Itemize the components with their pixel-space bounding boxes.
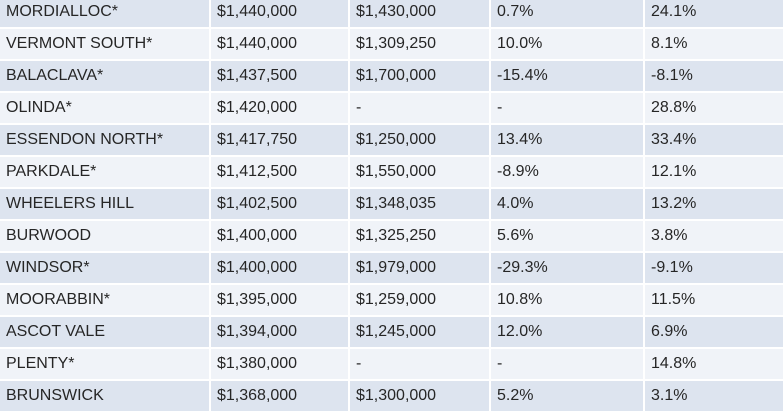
price-current-cell: $1,440,000 <box>210 0 350 29</box>
change-2-cell: 24.1% <box>644 0 784 29</box>
suburb-cell: BRUNSWICK <box>0 380 211 413</box>
suburb-cell: ASCOT VALE <box>0 316 211 349</box>
change-2-cell: -8.1% <box>644 60 784 93</box>
price-previous-cell: $1,979,000 <box>349 252 491 285</box>
table-row: BURWOOD $1,400,000 $1,325,250 5.6% 3.8% <box>0 220 784 253</box>
change-2-cell: 3.8% <box>644 220 784 253</box>
price-previous-cell: $1,250,000 <box>349 124 491 157</box>
change-2-cell: 8.1% <box>644 28 784 61</box>
change-1-cell: - <box>490 348 645 381</box>
table-row: ESSENDON NORTH* $1,417,750 $1,250,000 13… <box>0 124 784 157</box>
suburb-cell: VERMONT SOUTH* <box>0 28 211 61</box>
change-2-cell: -9.1% <box>644 252 784 285</box>
price-current-cell: $1,395,000 <box>210 284 350 317</box>
change-1-cell: 10.0% <box>490 28 645 61</box>
change-1-cell: -8.9% <box>490 156 645 189</box>
price-previous-cell: $1,259,000 <box>349 284 491 317</box>
suburb-cell: WINDSOR* <box>0 252 211 285</box>
price-previous-cell: $1,300,000 <box>349 380 491 413</box>
price-current-cell: $1,400,000 <box>210 220 350 253</box>
table-row: WHEELERS HILL $1,402,500 $1,348,035 4.0%… <box>0 188 784 221</box>
table-row: VERMONT SOUTH* $1,440,000 $1,309,250 10.… <box>0 28 784 61</box>
table-row: BRUNSWICK $1,368,000 $1,300,000 5.2% 3.1… <box>0 380 784 413</box>
suburb-cell: PLENTY* <box>0 348 211 381</box>
change-1-cell: - <box>490 92 645 125</box>
price-current-cell: $1,368,000 <box>210 380 350 413</box>
change-1-cell: 10.8% <box>490 284 645 317</box>
price-current-cell: $1,417,750 <box>210 124 350 157</box>
price-current-cell: $1,400,000 <box>210 252 350 285</box>
change-1-cell: -15.4% <box>490 60 645 93</box>
change-2-cell: 6.9% <box>644 316 784 349</box>
table-row: PARKDALE* $1,412,500 $1,550,000 -8.9% 12… <box>0 156 784 189</box>
price-previous-cell: $1,309,250 <box>349 28 491 61</box>
price-current-cell: $1,412,500 <box>210 156 350 189</box>
price-current-cell: $1,380,000 <box>210 348 350 381</box>
price-current-cell: $1,440,000 <box>210 28 350 61</box>
change-1-cell: 5.2% <box>490 380 645 413</box>
suburb-cell: MORDIALLOC* <box>0 0 211 29</box>
table-row: ASCOT VALE $1,394,000 $1,245,000 12.0% 6… <box>0 316 784 349</box>
price-current-cell: $1,394,000 <box>210 316 350 349</box>
suburb-cell: PARKDALE* <box>0 156 211 189</box>
price-current-cell: $1,420,000 <box>210 92 350 125</box>
change-2-cell: 11.5% <box>644 284 784 317</box>
change-1-cell: -29.3% <box>490 252 645 285</box>
price-previous-cell: $1,348,035 <box>349 188 491 221</box>
price-current-cell: $1,402,500 <box>210 188 350 221</box>
change-1-cell: 5.6% <box>490 220 645 253</box>
change-1-cell: 4.0% <box>490 188 645 221</box>
price-previous-cell: - <box>349 348 491 381</box>
suburb-cell: WHEELERS HILL <box>0 188 211 221</box>
price-previous-cell: $1,245,000 <box>349 316 491 349</box>
change-2-cell: 33.4% <box>644 124 784 157</box>
change-1-cell: 13.4% <box>490 124 645 157</box>
price-previous-cell: $1,325,250 <box>349 220 491 253</box>
price-previous-cell: $1,700,000 <box>349 60 491 93</box>
price-previous-cell: $1,430,000 <box>349 0 491 29</box>
change-2-cell: 13.2% <box>644 188 784 221</box>
change-2-cell: 12.1% <box>644 156 784 189</box>
table-row: OLINDA* $1,420,000 - - 28.8% <box>0 92 784 125</box>
price-previous-cell: - <box>349 92 491 125</box>
change-1-cell: 12.0% <box>490 316 645 349</box>
suburb-cell: ESSENDON NORTH* <box>0 124 211 157</box>
table-row: MORDIALLOC* $1,440,000 $1,430,000 0.7% 2… <box>0 0 784 29</box>
change-2-cell: 14.8% <box>644 348 784 381</box>
price-previous-cell: $1,550,000 <box>349 156 491 189</box>
suburb-cell: OLINDA* <box>0 92 211 125</box>
change-1-cell: 0.7% <box>490 0 645 29</box>
suburb-cell: MOORABBIN* <box>0 284 211 317</box>
price-current-cell: $1,437,500 <box>210 60 350 93</box>
suburb-cell: BALACLAVA* <box>0 60 211 93</box>
table-row: MOORABBIN* $1,395,000 $1,259,000 10.8% 1… <box>0 284 784 317</box>
suburb-cell: BURWOOD <box>0 220 211 253</box>
table-row: PLENTY* $1,380,000 - - 14.8% <box>0 348 784 381</box>
table-row: BALACLAVA* $1,437,500 $1,700,000 -15.4% … <box>0 60 784 93</box>
table-row: WINDSOR* $1,400,000 $1,979,000 -29.3% -9… <box>0 252 784 285</box>
change-2-cell: 3.1% <box>644 380 784 413</box>
change-2-cell: 28.8% <box>644 92 784 125</box>
